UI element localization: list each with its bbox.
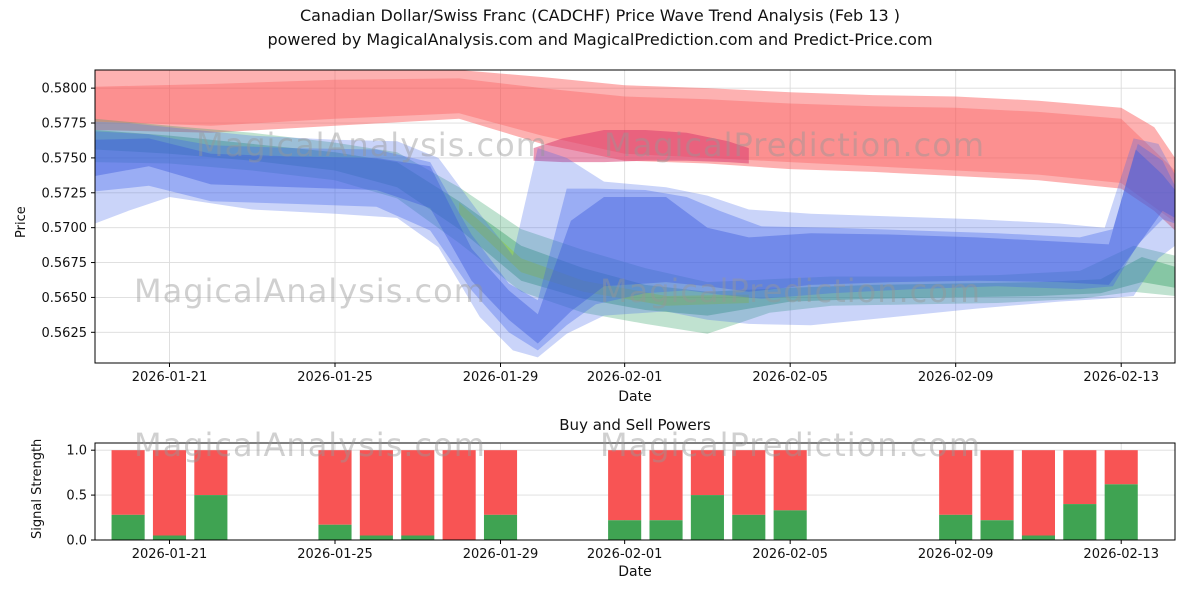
- sell-power-bar: [442, 450, 476, 540]
- signals-chart-title: Buy and Sell Powers: [559, 416, 711, 434]
- price-plot-border: [94, 69, 1176, 364]
- buy-power-bar: [980, 520, 1014, 540]
- y-tick-label: 0.0: [66, 534, 87, 549]
- green-inner-band: [95, 130, 1175, 316]
- watermark-analysis-2: MagicalAnalysis.com: [134, 272, 486, 310]
- y-tick-label: 0.5650: [42, 291, 88, 306]
- sell-power-bar: [649, 450, 683, 521]
- x-tick-label: 2026-02-13: [1083, 370, 1159, 385]
- sell-power-bar: [732, 450, 766, 515]
- buy-power-bar: [732, 514, 766, 540]
- buy-power-bar: [1063, 504, 1097, 540]
- sell-power-bar: [194, 450, 228, 496]
- buy-power-bar: [939, 514, 973, 540]
- y-tick-label: 0.5675: [42, 256, 88, 271]
- blue-mid-band: [95, 131, 1175, 351]
- watermark-prediction-1: MagicalPrediction.com: [604, 126, 985, 164]
- sell-power-bar: [939, 450, 973, 515]
- y-tick-label: 0.5800: [42, 82, 88, 97]
- y-tick-label: 0.5: [66, 489, 87, 504]
- yellowgreen-strip-band: [459, 202, 749, 306]
- x-tick-label: 2026-01-25: [297, 547, 373, 562]
- sell-power-bar: [1021, 450, 1055, 536]
- x-tick-label: 2026-02-09: [918, 547, 994, 562]
- sell-power-bar: [318, 450, 352, 525]
- sell-power-bar: [773, 450, 807, 511]
- y-tick-label: 1.0: [66, 444, 87, 459]
- x-tick-label: 2026-02-05: [752, 547, 828, 562]
- y-tick-label: 0.5725: [42, 186, 88, 201]
- x-tick-label: 2026-02-09: [918, 370, 994, 385]
- blue-inner-band: [95, 138, 1175, 344]
- buy-power-bar: [773, 510, 807, 540]
- signals-y-axis-label: Signal Strength: [30, 438, 45, 539]
- watermark-prediction-3: MagicalPrediction.com: [600, 426, 981, 464]
- blue-outer-band: [95, 121, 1175, 358]
- buy-power-bar: [318, 524, 352, 540]
- y-tick-label: 0.5700: [42, 221, 88, 236]
- x-tick-label: 2026-01-29: [463, 370, 539, 385]
- x-tick-label: 2026-01-21: [132, 370, 208, 385]
- chart-title-line2: powered by MagicalAnalysis.com and Magic…: [267, 30, 933, 49]
- buy-power-bar: [1104, 484, 1138, 540]
- sell-power-bar: [111, 450, 145, 515]
- signals-x-axis-label: Date: [618, 564, 652, 580]
- price-y-axis-label: Price: [14, 206, 29, 238]
- buy-power-bar: [649, 520, 683, 540]
- sell-power-bar: [608, 450, 642, 521]
- x-tick-label: 2026-02-01: [587, 547, 663, 562]
- watermark-analysis-1: MagicalAnalysis.com: [196, 126, 548, 164]
- sell-power-bar: [152, 450, 187, 536]
- y-tick-label: 0.5625: [42, 326, 88, 341]
- buy-power-bar: [1021, 535, 1055, 540]
- signals-plot: 2026-01-21 2026-01-25 2026-01-29 2026-02-01…: [66, 442, 1176, 562]
- sell-power-bar: [359, 450, 393, 536]
- sell-power-bar: [401, 450, 435, 536]
- y-tick-label: 0.5750: [42, 151, 88, 166]
- y-tick-label: 0.5775: [42, 117, 88, 132]
- sell-power-bar: [1104, 450, 1138, 485]
- price-x-axis-label: Date: [618, 389, 652, 405]
- crimson-band: [533, 130, 749, 164]
- buy-power-bar: [152, 535, 187, 540]
- green-outer-band: [95, 118, 1175, 334]
- x-tick-label: 2026-01-25: [297, 370, 373, 385]
- buy-power-bar: [690, 495, 724, 540]
- sell-power-bar: [483, 450, 518, 515]
- buy-power-bar: [608, 520, 642, 540]
- buy-power-bar: [194, 495, 228, 540]
- buy-power-bar: [359, 535, 393, 540]
- watermark-analysis-3: MagicalAnalysis.com: [134, 426, 486, 464]
- x-tick-label: 2026-02-05: [752, 370, 828, 385]
- x-tick-label: 2026-02-01: [587, 370, 663, 385]
- chart-title-line1: Canadian Dollar/Swiss Franc (CADCHF) Pri…: [300, 6, 900, 25]
- x-tick-label: 2026-01-29: [463, 547, 539, 562]
- signals-plot-border: [94, 442, 1176, 541]
- buy-power-bar: [401, 535, 435, 540]
- sell-power-bar: [980, 450, 1014, 521]
- buy-power-bar: [111, 514, 145, 540]
- price-plot: 2026-01-21 2026-01-25 2026-01-29 2026-02-01…: [42, 69, 1176, 385]
- sell-power-bar: [1063, 450, 1097, 505]
- x-tick-label: 2026-01-21: [132, 547, 208, 562]
- buy-power-bar: [483, 514, 518, 540]
- watermark-prediction-2: MagicalPrediction.com: [600, 272, 981, 310]
- x-tick-label: 2026-02-13: [1083, 547, 1159, 562]
- sell-power-bar: [690, 450, 724, 496]
